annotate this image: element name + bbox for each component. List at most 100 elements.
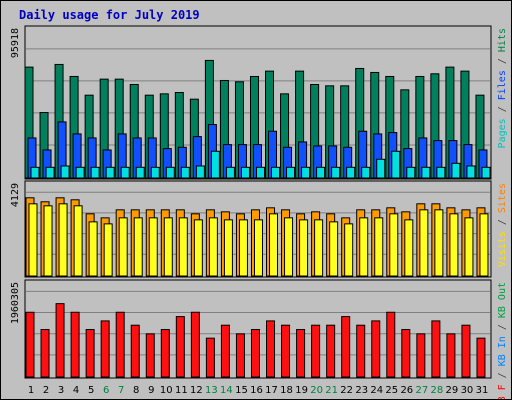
bar-visits-day-21 [329, 221, 339, 277]
bar-kb-f-day-21 [326, 324, 336, 378]
legend-entry: Pages [497, 118, 508, 148]
ymax-label-visits: 4129 [10, 183, 21, 207]
bar-visits-day-14 [223, 219, 233, 277]
bar-visits-day-30 [464, 217, 474, 277]
day-label-23: 23 [355, 385, 368, 396]
bar-kb-f-day-27 [416, 333, 426, 378]
ymax-label-kbytes: 1960305 [10, 282, 21, 324]
bar-pages-day-25 [391, 150, 401, 179]
legend-entry: KB Out [497, 282, 508, 318]
day-labels: 1 2 3 4 5 6 7 8 9 10 11 12 13 14 15 16 17 18 19 20 21 22 23 24 2… [28, 385, 489, 396]
bar-kb-f-day-26 [401, 329, 411, 378]
bar-kb-f-day-13 [205, 337, 215, 378]
bar-visits-day-20 [314, 219, 324, 277]
day-label-9: 9 [148, 385, 154, 396]
panel-hits: 95918 Pages / Files / Hits [10, 25, 508, 180]
bar-pages-day-27 [421, 166, 431, 179]
bar-visits-day-18 [284, 217, 294, 277]
bar-pages-day-31 [481, 166, 491, 179]
legend-entry: Visits [497, 231, 508, 267]
bar-visits-day-23 [359, 217, 369, 277]
day-label-22: 22 [340, 385, 353, 396]
day-label-2: 2 [43, 385, 49, 396]
day-label-8: 8 [133, 385, 139, 396]
legend-entry: / [497, 318, 508, 336]
day-label-13: 13 [205, 385, 218, 396]
bar-kb-f-day-19 [296, 329, 306, 378]
bar-visits-day-28 [434, 209, 444, 277]
series-visits [28, 203, 489, 277]
day-label-20: 20 [310, 385, 323, 396]
bar-pages-day-5 [90, 166, 100, 179]
legend-entry: Files [497, 70, 508, 100]
bar-visits-day-1 [28, 203, 38, 277]
bar-pages-day-24 [376, 158, 386, 179]
bar-visits-day-9 [148, 217, 158, 277]
bar-kb-f-day-29 [446, 333, 456, 378]
bar-pages-day-10 [165, 166, 175, 179]
legend-entry: Hits [497, 28, 508, 52]
series-kb-f [25, 303, 486, 378]
bar-kb-f-day-4 [70, 311, 80, 378]
day-label-31: 31 [476, 385, 489, 396]
legend-kbytes: KB F / KB In / KB Out [497, 282, 508, 399]
bar-pages-day-8 [135, 166, 145, 179]
day-label-26: 26 [400, 385, 413, 396]
bar-kb-f-day-3 [55, 303, 65, 378]
legend-hits: Pages / Files / Hits [497, 28, 508, 148]
panel-kbytes: 1960305 KB F / KB In / KB Out [10, 279, 508, 399]
panel-visits: 4129 Visits / Sites [10, 180, 508, 278]
bar-visits-day-6 [103, 223, 113, 277]
bar-pages-day-13 [210, 150, 220, 179]
bar-kb-f-day-6 [100, 320, 110, 378]
day-label-18: 18 [280, 385, 293, 396]
legend-entry: KB In [497, 336, 508, 366]
bar-pages-day-22 [346, 166, 356, 179]
bar-visits-day-17 [269, 213, 279, 277]
bar-visits-day-10 [163, 217, 173, 277]
bar-pages-day-23 [361, 166, 371, 179]
ymax-label-hits: 95918 [10, 28, 21, 58]
day-label-15: 15 [235, 385, 248, 396]
bar-visits-day-3 [58, 203, 68, 277]
day-label-25: 25 [385, 385, 398, 396]
series-pages [30, 150, 491, 179]
bar-pages-day-9 [150, 166, 160, 179]
bar-visits-day-16 [253, 219, 263, 277]
bar-pages-day-7 [120, 166, 130, 179]
series-hits [24, 59, 485, 179]
bar-kb-f-day-11 [175, 316, 185, 378]
bar-pages-day-28 [436, 166, 446, 179]
day-label-16: 16 [250, 385, 263, 396]
bar-kb-f-day-5 [85, 329, 95, 378]
day-label-6: 6 [103, 385, 109, 396]
bar-pages-day-19 [301, 166, 311, 179]
bar-kb-f-day-25 [386, 311, 396, 378]
bar-kb-f-day-16 [250, 329, 260, 378]
bar-pages-day-6 [105, 166, 115, 179]
bar-visits-day-7 [118, 217, 128, 277]
bar-kb-f-day-28 [431, 320, 441, 378]
bar-kb-f-day-17 [266, 320, 276, 378]
day-label-14: 14 [220, 385, 233, 396]
legend-entry: / [497, 52, 508, 70]
bar-kb-f-day-14 [220, 324, 230, 378]
bar-visits-day-13 [208, 217, 218, 277]
bar-kb-f-day-7 [115, 311, 125, 378]
bar-pages-day-16 [255, 166, 265, 179]
bar-visits-day-19 [299, 219, 309, 277]
day-label-10: 10 [160, 385, 173, 396]
day-label-1: 1 [28, 385, 34, 396]
day-label-28: 28 [431, 385, 444, 396]
bar-kb-f-day-23 [356, 324, 366, 378]
bar-kb-f-day-2 [40, 329, 50, 378]
legend-entry: / [497, 213, 508, 231]
bar-kb-f-day-15 [235, 333, 245, 378]
bar-pages-day-12 [195, 165, 205, 179]
bar-pages-day-15 [240, 166, 250, 179]
day-label-7: 7 [118, 385, 124, 396]
bar-visits-day-8 [133, 217, 143, 277]
